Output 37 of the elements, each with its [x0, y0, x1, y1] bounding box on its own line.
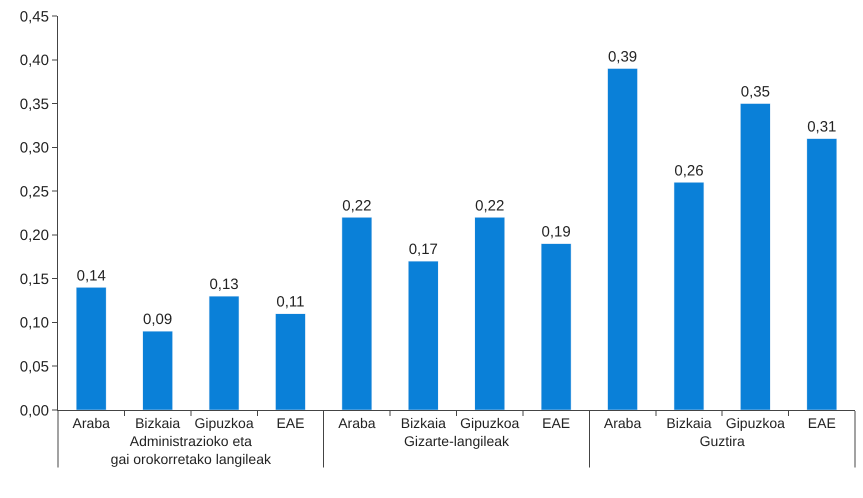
x-tick-label: Bizkaia [666, 414, 712, 431]
data-label: 0,09 [143, 311, 172, 328]
data-label: 0,22 [342, 197, 372, 214]
y-tick-label: 0,45 [20, 8, 49, 26]
x-tick-label: EAE [542, 414, 570, 431]
data-label: 0,35 [740, 84, 770, 101]
text: Guztira [700, 432, 745, 449]
x-tick-label: EAE [808, 414, 836, 431]
data-label: 0,22 [475, 197, 504, 214]
data-label: 0,26 [674, 162, 704, 180]
data-label: 0,14 [76, 267, 106, 284]
x-tick-label: Bizkaia [400, 414, 446, 431]
y-tick-label: 0,05 [20, 358, 49, 376]
y-tick-label: 0,20 [20, 227, 49, 244]
x-tick-label: EAE [276, 414, 304, 431]
data-label: 0,17 [408, 241, 438, 258]
text: Administrazioko eta gai orokorretako langileak [110, 432, 272, 467]
x-tick-label: Bizkaia [135, 414, 180, 431]
x-tick-label: Gipuzkoa [460, 414, 520, 431]
x-tick-label: Araba [72, 414, 110, 431]
x-tick-label: Gipuzkoa [194, 414, 254, 431]
y-tick-label: 0,30 [20, 140, 49, 157]
data-label: 0,19 [542, 224, 571, 241]
text: Gizarte-langileak [404, 432, 510, 449]
x-tick-label: Araba [338, 414, 376, 431]
y-tick-label: 0,40 [20, 52, 49, 70]
y-tick-label: 0,35 [20, 96, 49, 113]
y-tick-label: 0,25 [20, 183, 49, 200]
data-label: 0,11 [276, 294, 304, 311]
x-tick-label: Gipuzkoa [726, 414, 786, 431]
x-tick-label: Araba [604, 414, 642, 431]
data-label: 0,31 [807, 118, 836, 136]
y-tick-label: 0,10 [20, 314, 49, 332]
data-label: 0,39 [608, 48, 638, 66]
data-label: 0,13 [209, 276, 239, 294]
y-tick-label: 0,15 [20, 270, 49, 288]
y-tick-label: 0,00 [20, 402, 49, 420]
